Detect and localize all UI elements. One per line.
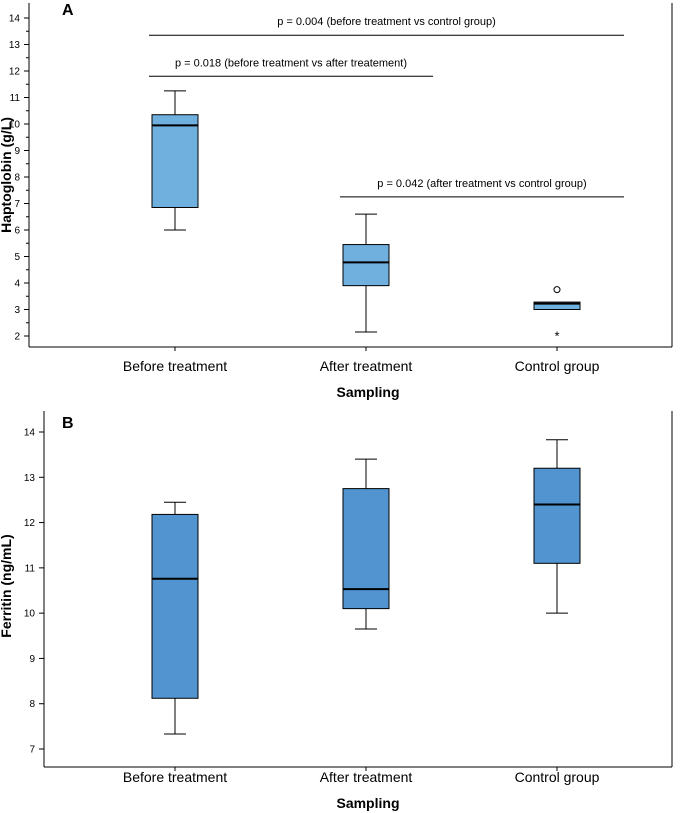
panel-a-y-tick-label: 13 (9, 40, 21, 51)
panel-a: A Haptoglobin (g/L) Sampling 2 3 4 5 6 7 8 9 10 1… (0, 2, 673, 400)
panel-b-y-tick-label: 13 (24, 473, 36, 484)
panel-a-x-tick-label-before-treatment: Before treatment (123, 358, 227, 374)
panel-a-letter: A (62, 2, 74, 19)
panel-a-box-after-treatment (342, 244, 390, 287)
panel-a-outlier-circle (553, 286, 561, 294)
panel-a-x-tick-label-control-group: Control group (515, 358, 600, 374)
panel-b-x-tick-label-control-group: Control group (515, 769, 600, 785)
panel-a-y-title: Haptoglobin (g/L) (0, 117, 14, 233)
panel-b-box-control-group (533, 467, 581, 564)
panel-b-letter: B (62, 415, 74, 432)
panel-b: B Ferritin (ng/mL) Sampling 7 8 9 10 11 12 13 1… (0, 411, 673, 811)
panel-a-x-title: Sampling (336, 384, 399, 400)
panel-b-y-tick-label: 9 (29, 654, 35, 665)
panel-a-y-tick-label: 14 (9, 14, 21, 25)
panel-b-y-tick-label: 10 (24, 609, 36, 620)
panel-a-box-before-treatment (151, 114, 199, 208)
panel-b-y-tick-label: 11 (25, 563, 36, 574)
panel-a-y-tick-label: 7 (14, 199, 20, 210)
panel-a-annotation-text: p = 0.042 (after treatment vs control gr… (377, 178, 586, 190)
panel-b-y-title: Ferritin (ng/mL) (0, 534, 14, 637)
panel-b-x-title: Sampling (336, 795, 399, 811)
panel-b-box-before-treatment (151, 513, 199, 699)
panel-a-annotation-text: p = 0.018 (before treatment vs after tre… (175, 57, 407, 69)
panel-a-y-tick-label: 4 (14, 279, 20, 290)
panel-b-y-tick-label: 7 (29, 745, 35, 756)
panel-b-marks: 7 8 9 10 11 12 13 14 Before treatment After treat… (24, 428, 600, 786)
panel-a-outlier-star: * (554, 329, 559, 344)
panel-a-x-tick-label-after-treatment: After treatment (320, 358, 413, 374)
panel-a-y-tick-label: 8 (14, 173, 20, 184)
panel-a-y-tick-label: 12 (9, 67, 21, 78)
panel-a-y-tick-label: 2 (14, 332, 20, 343)
panel-a-y-tick-label: 5 (14, 252, 20, 263)
panel-a-y-tick-label: 3 (14, 305, 20, 316)
panel-a-box-control-group (533, 301, 581, 310)
panel-b-x-tick-label-before-treatment: Before treatment (123, 769, 227, 785)
panel-a-y-tick-label: 10 (9, 120, 21, 131)
panel-a-annotation-text: p = 0.004 (before treatment vs control g… (277, 16, 496, 28)
panel-a-y-tick-label: 11 (10, 93, 21, 104)
panel-a-marks: 2 3 4 5 6 7 8 9 10 11 12 13 14 Before treatment After … (9, 14, 624, 374)
panel-b-box-after-treatment (342, 488, 390, 610)
panel-b-y-tick-label: 14 (24, 428, 36, 439)
panel-a-y-tick-label: 6 (14, 226, 20, 237)
panel-b-y-tick-label: 8 (29, 699, 35, 710)
panel-b-y-tick-label: 12 (24, 518, 36, 529)
panel-b-x-tick-label-after-treatment: After treatment (320, 769, 413, 785)
panel-a-y-tick-label: 9 (14, 146, 20, 157)
